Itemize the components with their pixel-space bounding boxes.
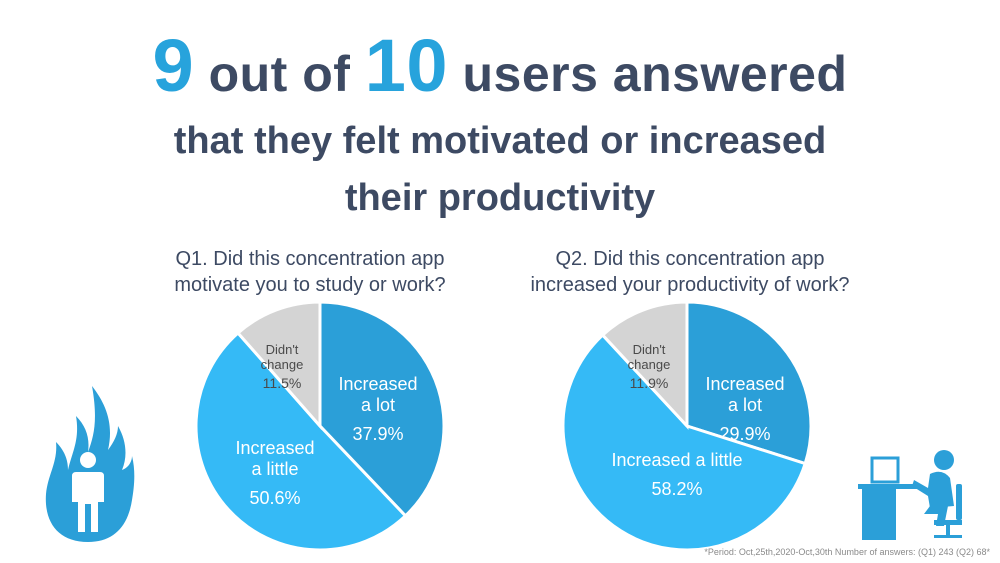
headline: 9 out of 10 users answered that they fel… <box>0 28 1000 226</box>
pie2-slice-0 <box>685 300 813 466</box>
pie1-label-1-line-1: a little <box>251 459 298 479</box>
pie2-label-0-line-1: a lot <box>728 395 762 415</box>
pie1-value-0: 37.9% <box>352 424 403 444</box>
pie1-label-2-line-0: Didn't <box>266 342 299 357</box>
pie2-value-2: 11.9% <box>630 375 669 391</box>
pie1-value-2: 11.5% <box>263 375 302 391</box>
headline-number-10: 10 <box>364 24 449 107</box>
headline-line-2: that they felt motivated or increased <box>173 120 827 162</box>
pie2-label-0-line-0: Increased <box>705 374 784 394</box>
pie1-slice-0 <box>318 300 446 518</box>
headline-number-9: 9 <box>152 24 195 107</box>
headline-line-3: their productivity <box>344 177 656 219</box>
pie2-slice-1 <box>561 332 808 552</box>
desk-worker-icon <box>858 450 962 540</box>
pie1-label-1-line-0: Increased <box>235 438 314 458</box>
headline-line-1: 9 out of 10 users answered <box>0 28 1000 112</box>
pie2-value-1: 58.2% <box>651 479 702 499</box>
q1-title-line-1: Q1. Did this concentration app <box>175 248 445 270</box>
pie1-slice-2 <box>235 300 322 430</box>
flame-person-icon <box>45 386 135 542</box>
q2-title: Q2. Did this concentration app increased… <box>480 246 900 298</box>
pie2-label-2-line-1: change <box>628 357 671 372</box>
headline-text-out-of: out of <box>194 46 365 102</box>
pie1-label-2-line-1: change <box>261 357 304 372</box>
footnote: *Period: Oct,25th,2020-Oct,30th Number o… <box>704 547 990 557</box>
q2-title-line-2: increased your productivity of work? <box>530 274 850 296</box>
pie1-slice-1 <box>194 330 408 552</box>
pie2-label-2-line-0: Didn't <box>633 342 666 357</box>
pie1-value-1: 50.6% <box>249 488 300 508</box>
q1-title-line-2: motivate you to study or work? <box>174 274 446 296</box>
pie1-label-0-line-1: a lot <box>361 395 395 415</box>
q1-title: Q1. Did this concentration app motivate … <box>100 246 520 298</box>
pie2-label-1-line-0: Increased a little <box>611 450 742 470</box>
pie1-label-0-line-0: Increased <box>338 374 417 394</box>
headline-text-users-answered: users answered <box>448 46 848 102</box>
pie2-slice-2 <box>600 300 689 430</box>
q2-title-line-1: Q2. Did this concentration app <box>555 248 825 270</box>
